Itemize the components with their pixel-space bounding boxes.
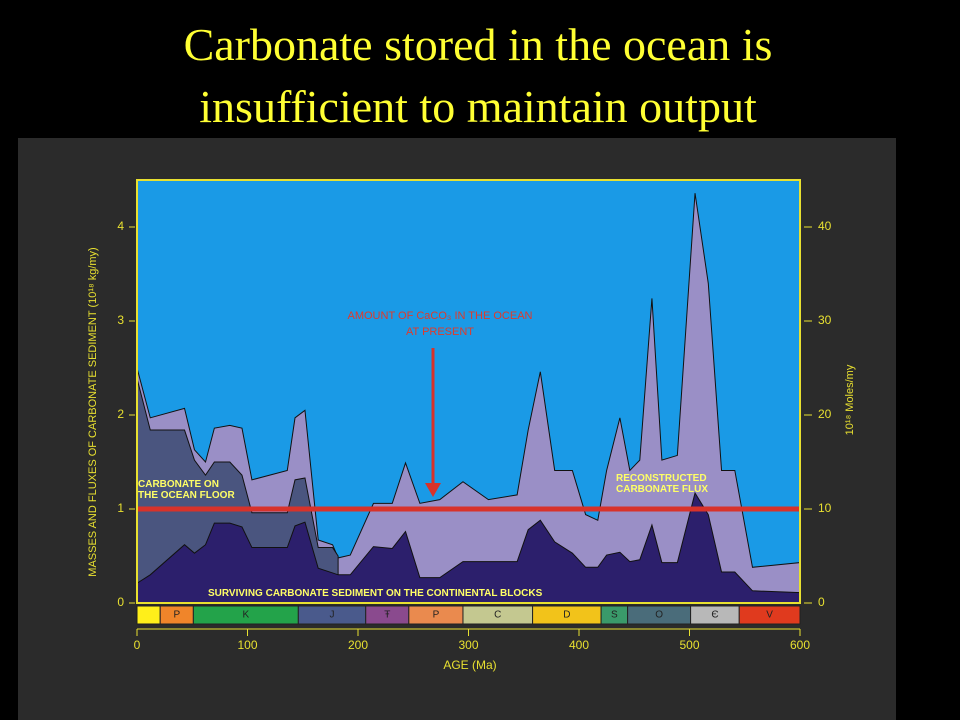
annotation: AT PRESENT (406, 326, 474, 338)
y-tick-label: 3 (117, 313, 124, 327)
annotation-arrowhead (425, 483, 441, 497)
period-label: P (433, 610, 440, 621)
y2-tick-label: 30 (818, 313, 832, 327)
area (136, 491, 801, 604)
series-label-line: CARBONATE ON (138, 479, 219, 490)
x-tick-label: 100 (237, 638, 257, 652)
y-tick-label: 2 (117, 407, 124, 421)
chart: RECONSTRUCTED CARBONATE FLUX CARBONATE ON T… (87, 179, 856, 672)
y2-tick-label: 10 (818, 501, 832, 515)
period (136, 605, 161, 625)
period-label: P (173, 610, 180, 621)
period (738, 605, 801, 625)
y-tick-label: 4 (117, 219, 124, 233)
y2-tick-label: 40 (818, 219, 832, 233)
period-label: S (611, 610, 618, 621)
series-label: CARBONATE ON THE OCEAN FLOOR (138, 479, 235, 501)
y2-axis-label: 10¹⁸ Moles/my (844, 364, 856, 435)
annotation: AMOUNT OF CaCO₃ IN THE OCEAN (348, 310, 533, 322)
series-label: RECONSTRUCTED CARBONATE FLUX (616, 473, 708, 495)
series-label: SURVIVING CARBONATE SEDIMENT ON THE CONT… (208, 588, 543, 599)
x-tick-label: 300 (458, 638, 478, 652)
series-label-line: RECONSTRUCTED (616, 473, 707, 484)
series-label-line: THE OCEAN FLOOR (138, 490, 235, 501)
period-label: C (494, 610, 501, 621)
y-tick-label: 0 (117, 595, 124, 609)
period-label: V (766, 610, 773, 621)
y2-tick-label: 0 (818, 595, 825, 609)
period-label: Є (711, 610, 718, 621)
y-tick-label: 1 (117, 501, 124, 515)
title-line: Carbonate stored in the ocean is (184, 19, 773, 70)
series-label-line: CARBONATE FLUX (616, 484, 708, 495)
x-axis-label: AGE (Ma) (443, 658, 496, 672)
y-axis-label: MASSES AND FLUXES OF CARBONATE SEDIMENT … (87, 247, 99, 576)
period-label: J (330, 610, 335, 621)
x-tick-label: 0 (134, 638, 141, 652)
period-label: K (243, 610, 250, 621)
x-tick-label: 400 (569, 638, 589, 652)
x-tick-label: 600 (790, 638, 810, 652)
period-label: O (655, 610, 663, 621)
period-label: Ŧ (384, 610, 390, 621)
x-tick-label: 500 (679, 638, 699, 652)
period-label: D (563, 610, 570, 621)
title-line: insufficient to maintain output (199, 81, 757, 132)
y2-tick-label: 20 (818, 407, 832, 421)
plot-frame (136, 179, 801, 604)
x-tick-label: 200 (348, 638, 368, 652)
